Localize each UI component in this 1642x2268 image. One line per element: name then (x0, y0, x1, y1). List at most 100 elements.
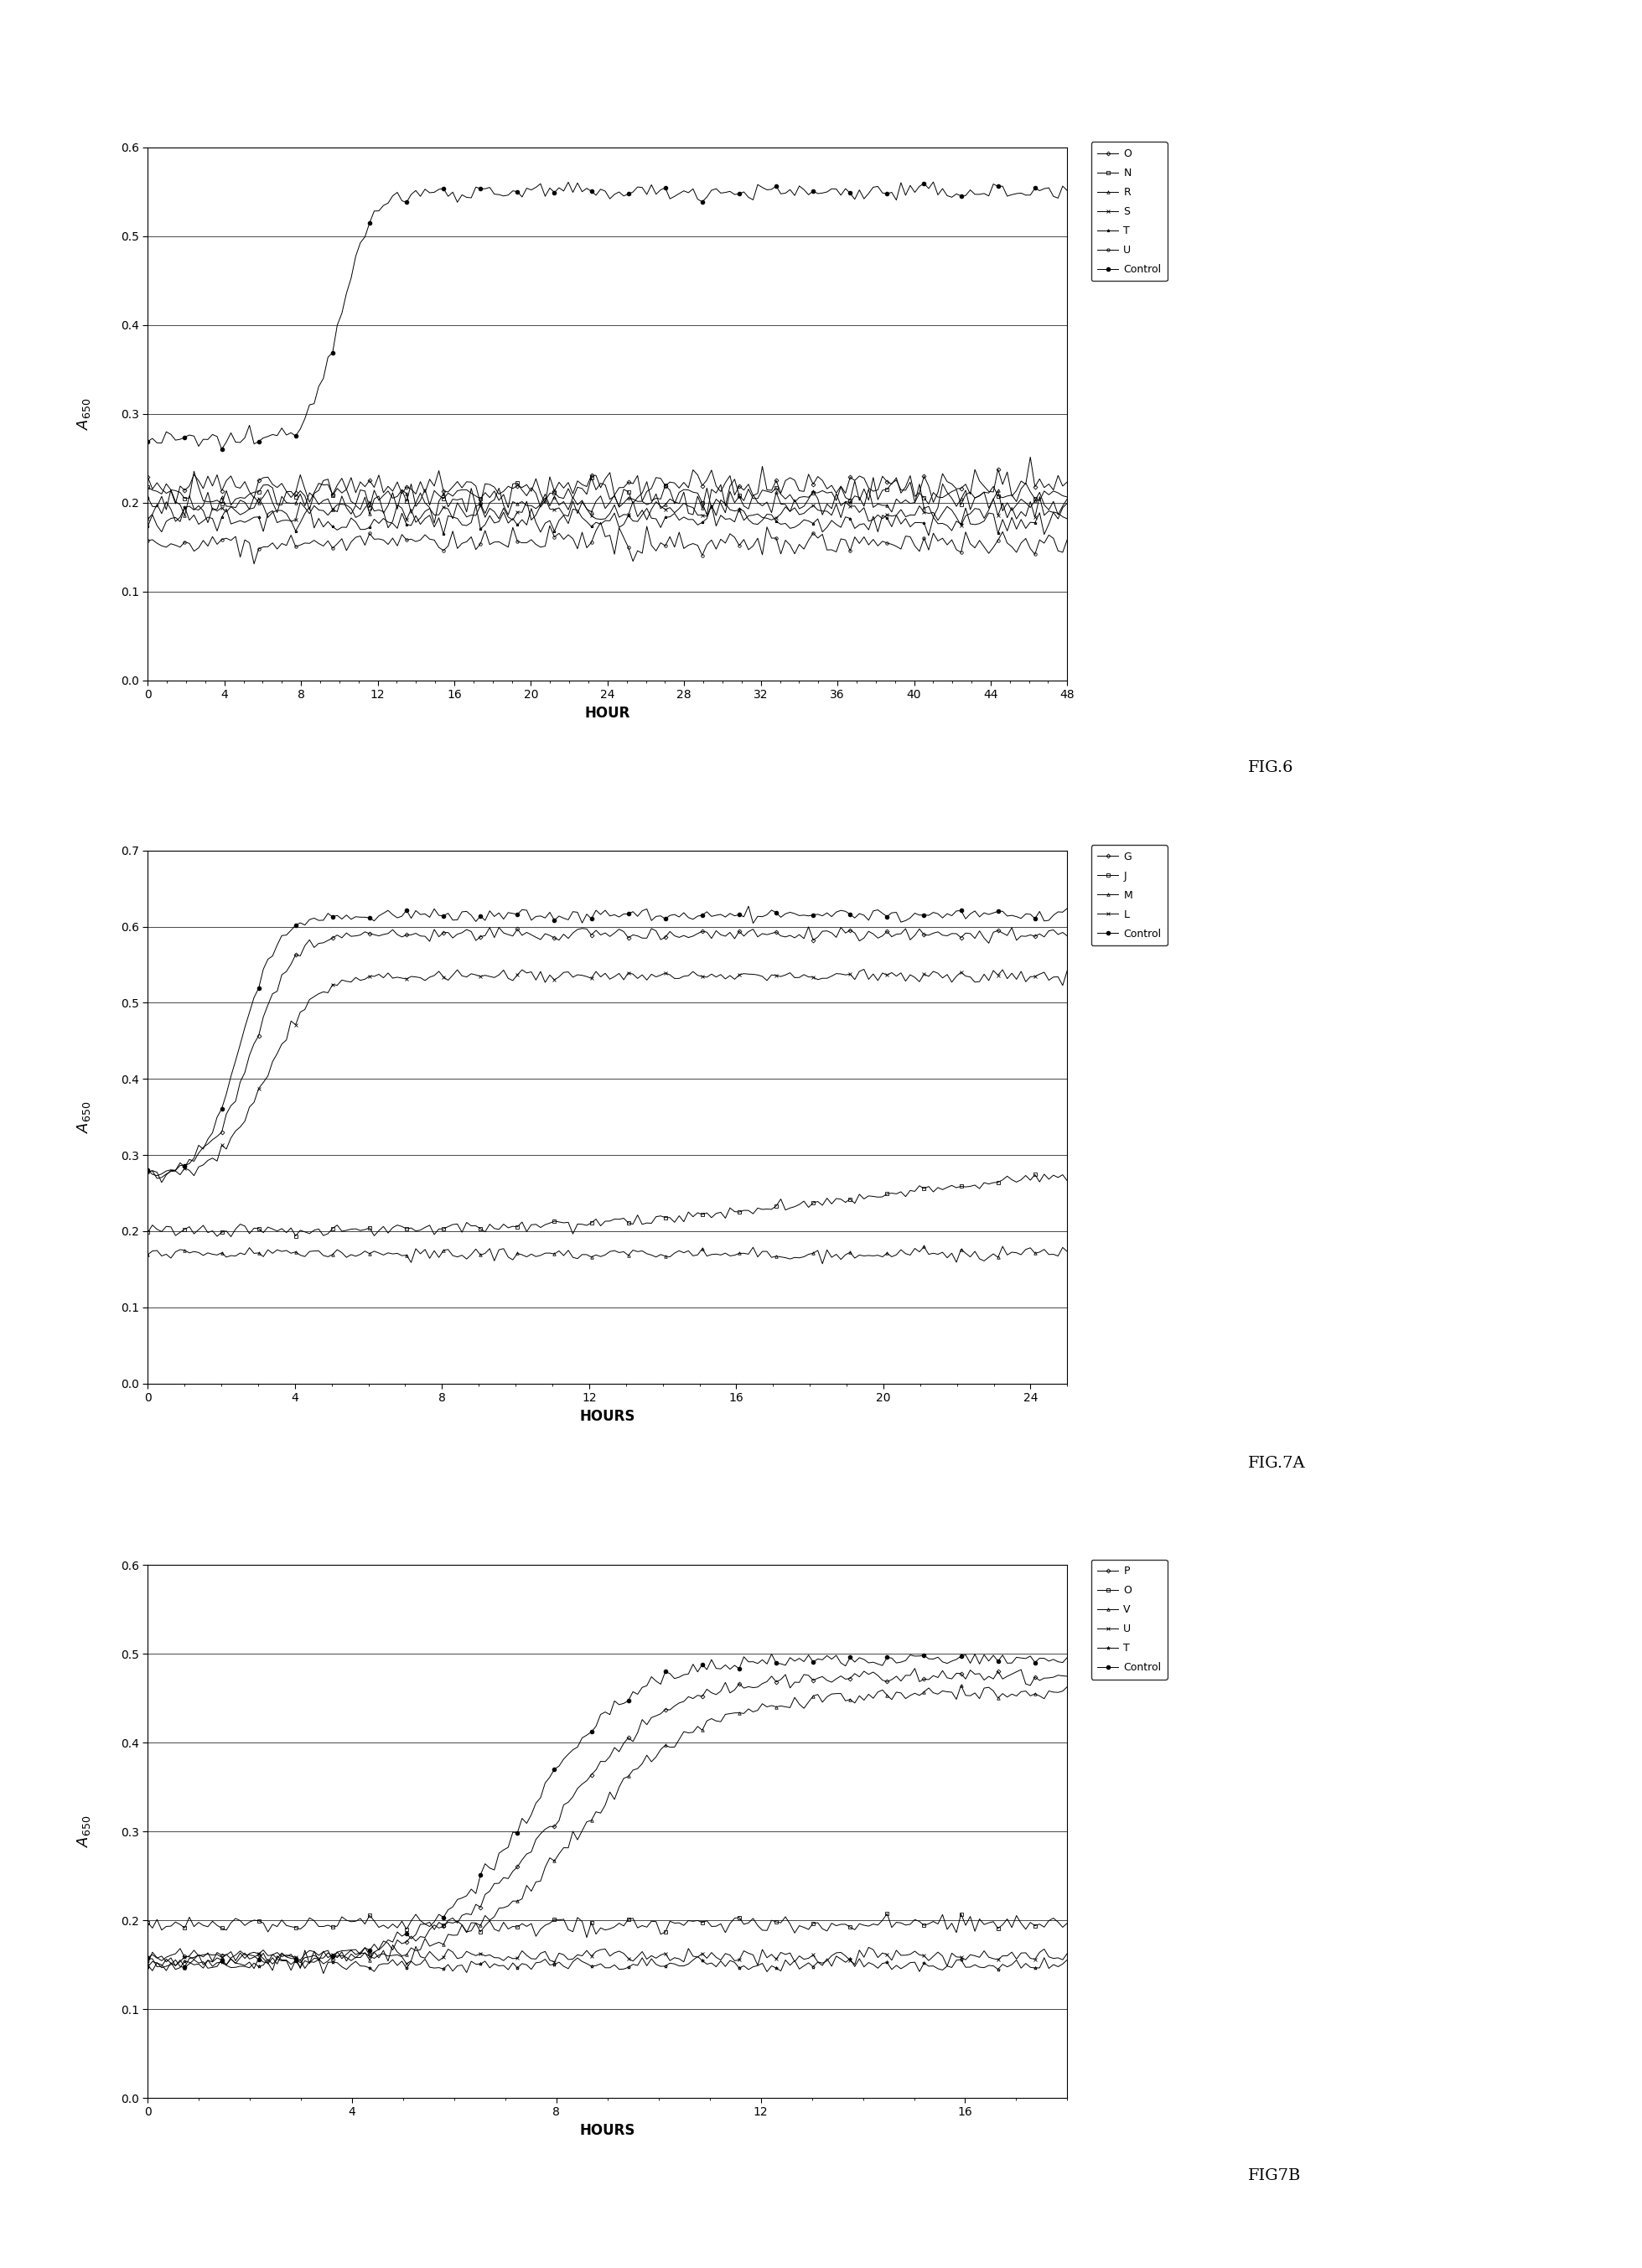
S (1030, 483, 1049, 510)
V (199, 1955, 218, 1982)
O (984, 479, 1003, 506)
Line: Control: Control (146, 905, 1069, 1177)
J (1016, 1161, 1036, 1188)
L (1057, 957, 1077, 984)
O (138, 463, 158, 490)
T (920, 522, 939, 549)
O (1020, 1910, 1039, 1937)
V (143, 1957, 163, 1984)
V (138, 1950, 158, 1978)
M (309, 1238, 328, 1266)
U (591, 508, 611, 535)
L (988, 962, 1008, 989)
N (176, 485, 195, 513)
M (813, 1250, 832, 1277)
T (988, 1955, 1008, 1982)
Control (1057, 1644, 1077, 1672)
L (138, 1159, 158, 1186)
G (798, 914, 818, 941)
O (138, 1910, 158, 1937)
Legend: P, O, V, U, T, Control: P, O, V, U, T, Control (1090, 1560, 1167, 1678)
Control (194, 426, 213, 454)
Control (314, 365, 333, 392)
G (1057, 923, 1077, 950)
V (951, 1672, 970, 1699)
Control (138, 429, 158, 456)
U (291, 1955, 310, 1982)
Line: L: L (146, 968, 1069, 1179)
N (988, 483, 1008, 510)
Control (1020, 181, 1039, 209)
Text: $A_{650}$: $A_{650}$ (76, 1814, 92, 1848)
Control (176, 424, 195, 451)
N (184, 458, 204, 485)
S (138, 506, 158, 533)
J (194, 1211, 213, 1238)
U (388, 1941, 407, 1969)
U (176, 1944, 195, 1971)
G (138, 1159, 158, 1186)
T (176, 1948, 195, 1975)
U (138, 526, 158, 553)
N (199, 488, 218, 515)
Line: S: S (146, 494, 1069, 528)
Control (199, 1125, 218, 1152)
S (176, 494, 195, 522)
Control (148, 1161, 167, 1188)
V (988, 1685, 1008, 1712)
R (383, 479, 402, 506)
S (309, 497, 328, 524)
T (314, 1960, 333, 1987)
Control (314, 907, 333, 934)
Line: V: V (146, 1683, 1069, 1973)
Control (199, 1946, 218, 1973)
N (1020, 479, 1039, 506)
N (388, 483, 407, 510)
Control (138, 1157, 158, 1184)
J (138, 1218, 158, 1245)
Control (762, 1640, 782, 1667)
L (854, 955, 874, 982)
U (1057, 526, 1077, 553)
Text: $A_{650}$: $A_{650}$ (76, 1100, 92, 1134)
T (138, 513, 158, 540)
R (176, 501, 195, 528)
O (877, 1901, 897, 1928)
Control (314, 1944, 333, 1971)
M (194, 1243, 213, 1270)
Control (1057, 894, 1077, 921)
O (383, 1910, 402, 1937)
Line: O: O (146, 1912, 1069, 1939)
R (194, 492, 213, 519)
X-axis label: HOURS: HOURS (580, 1408, 635, 1424)
J (222, 1222, 241, 1250)
P (1057, 1662, 1077, 1690)
P (199, 1939, 218, 1966)
T (194, 1955, 213, 1982)
J (984, 1168, 1003, 1195)
P (138, 1946, 158, 1973)
M (176, 1236, 195, 1263)
P (148, 1953, 167, 1980)
T (826, 1941, 846, 1969)
Control (739, 894, 759, 921)
P (1020, 1672, 1039, 1699)
Control (1020, 1642, 1039, 1669)
Text: FIG7B: FIG7B (1248, 2168, 1300, 2184)
R (1020, 494, 1039, 522)
O (388, 469, 407, 497)
G (151, 1168, 171, 1195)
Control (988, 1647, 1008, 1674)
Control (212, 435, 232, 463)
U (245, 551, 264, 578)
T (138, 1953, 158, 1980)
Line: T: T (146, 503, 1069, 538)
N (698, 501, 718, 528)
Line: Control: Control (146, 1653, 1069, 1969)
Line: J: J (146, 1173, 1069, 1238)
Text: $A_{650}$: $A_{650}$ (76, 397, 92, 431)
U (988, 526, 1008, 553)
L (148, 1166, 167, 1193)
M (1057, 1238, 1077, 1266)
G (388, 921, 407, 948)
